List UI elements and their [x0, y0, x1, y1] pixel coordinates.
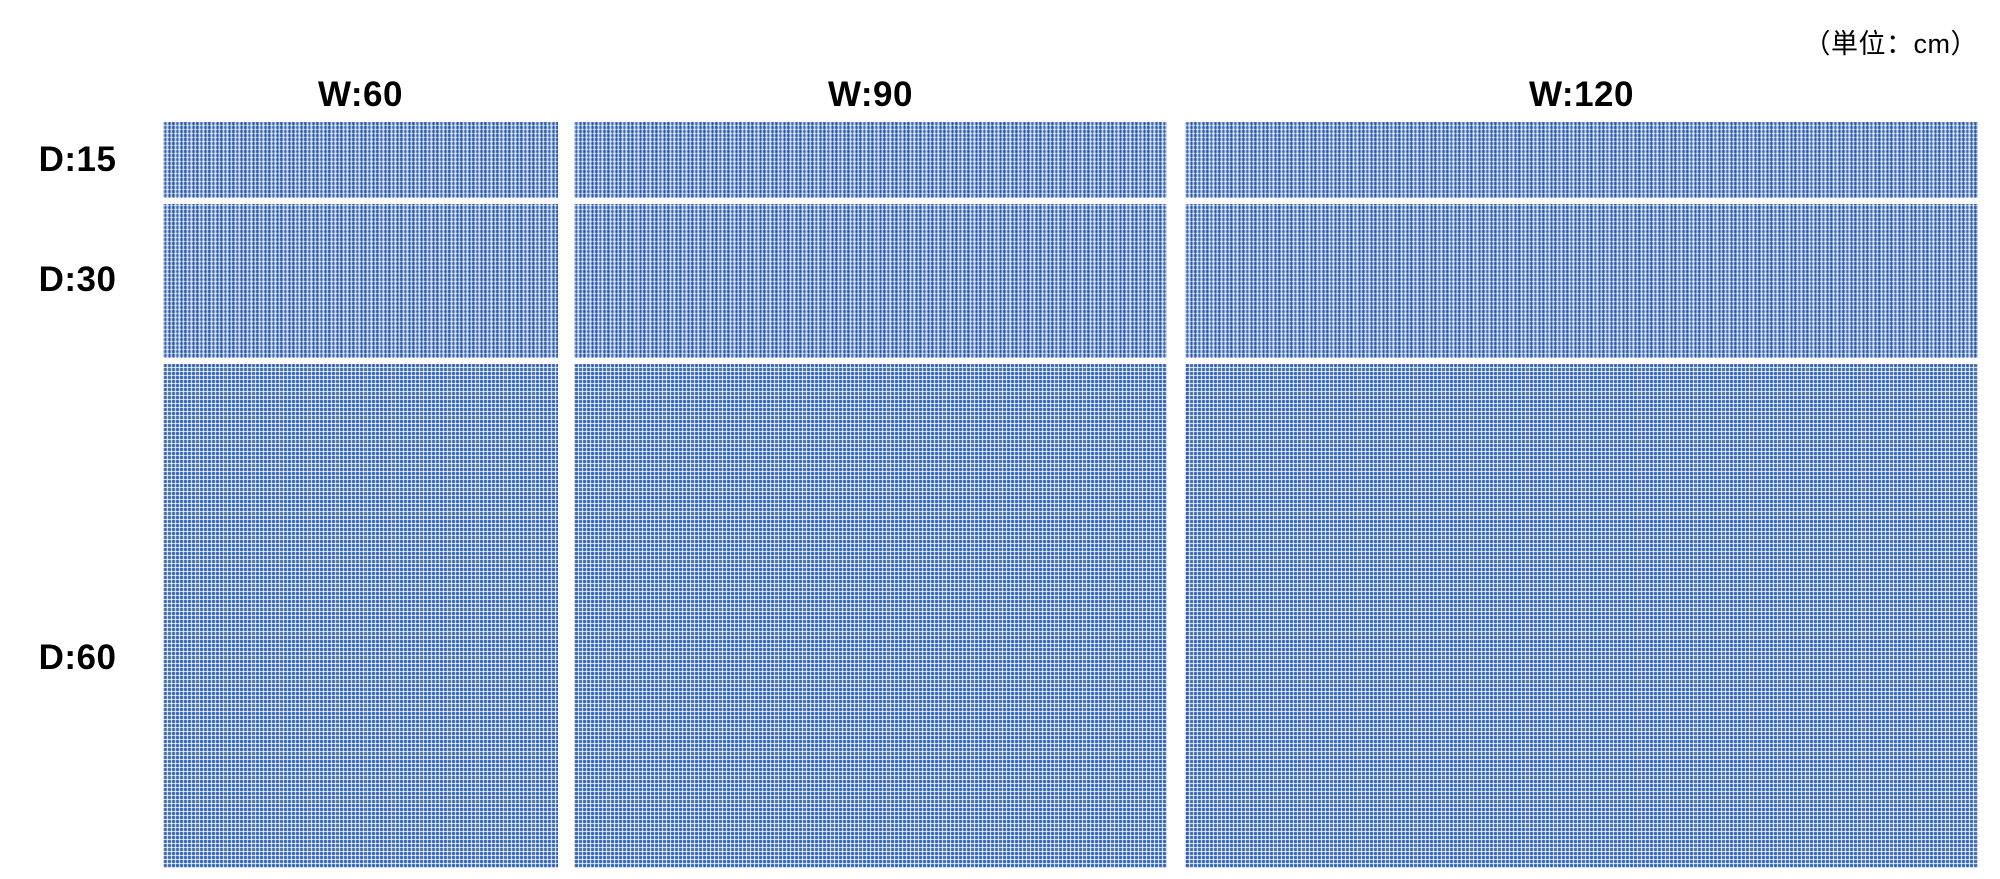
fabric-swatch-w120-d15[interactable]: [1185, 122, 1978, 198]
fabric-swatch-w60-d60[interactable]: [163, 364, 558, 868]
column-header-w60: W:60: [318, 75, 403, 114]
unit-note: （単位：cm）: [1803, 29, 1978, 59]
row-header-d15: D:15: [38, 140, 117, 179]
fabric-swatch-w60-d15[interactable]: [163, 122, 558, 198]
fabric-swatch-w60-d30[interactable]: [163, 204, 558, 358]
column-header-w90: W:90: [828, 75, 913, 114]
row-header-d30: D:30: [38, 260, 117, 299]
fabric-swatch-w90-d60[interactable]: [574, 364, 1167, 868]
fabric-swatch-w90-d15[interactable]: [574, 122, 1167, 198]
row-header-d60: D:60: [38, 638, 117, 677]
fabric-swatch-w120-d30[interactable]: [1185, 204, 1978, 358]
fabric-swatch-w120-d60[interactable]: [1185, 364, 1978, 868]
column-header-w120: W:120: [1529, 75, 1634, 114]
fabric-swatch-w90-d30[interactable]: [574, 204, 1167, 358]
